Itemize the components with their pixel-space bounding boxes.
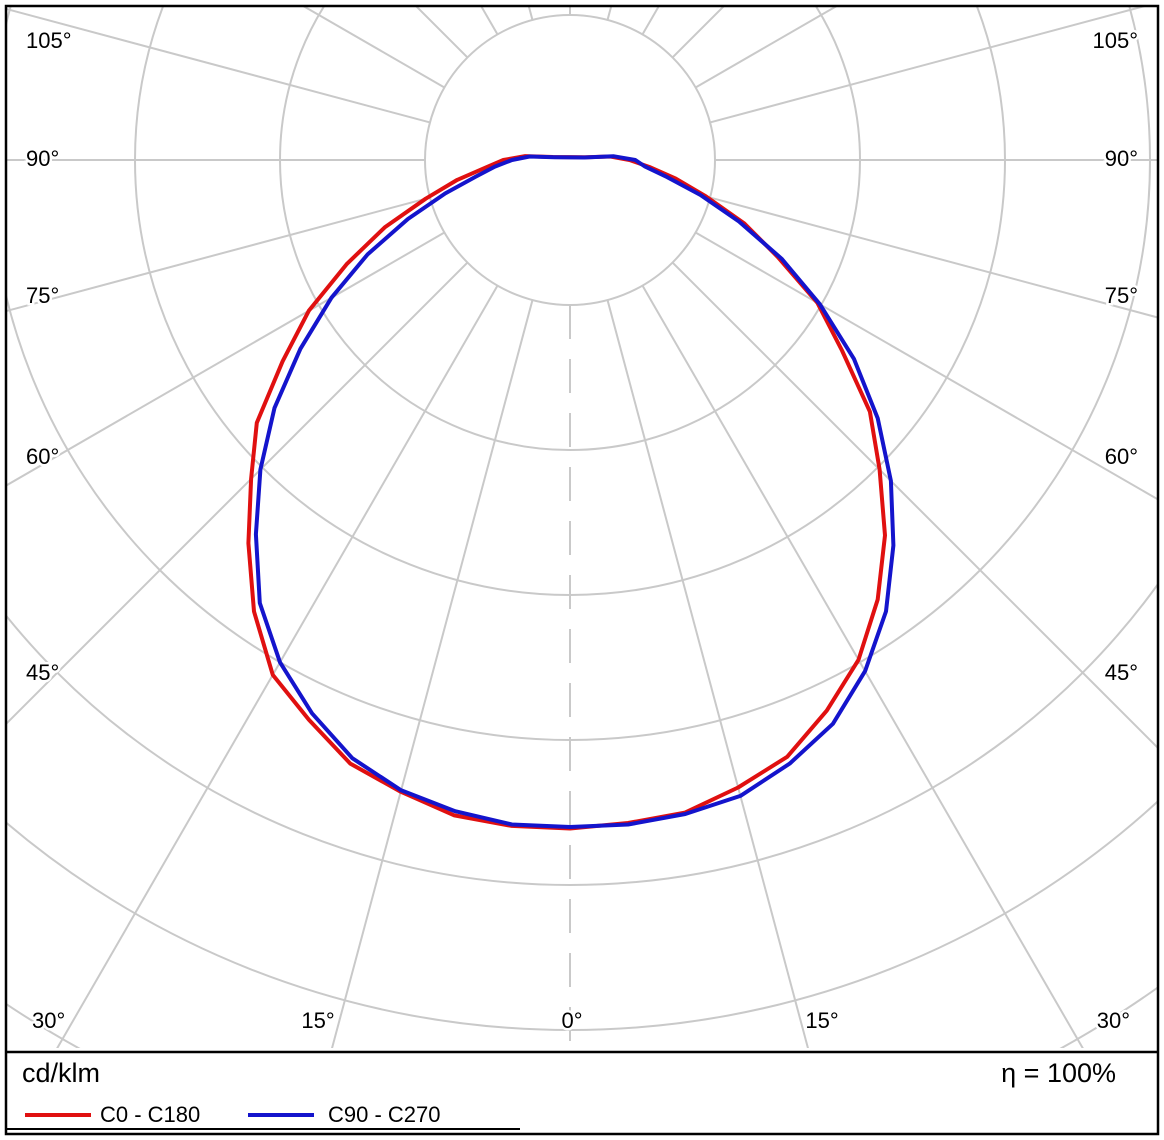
angle-label: 0° [561,1008,582,1033]
angle-label: 30° [32,1008,65,1033]
angle-label: 30° [1097,1008,1130,1033]
angle-label: 105° [1092,28,1138,53]
angle-label: 45° [1105,660,1138,685]
angle-label: 15° [301,1008,334,1033]
grid-ring [424,14,716,306]
grid-ring [134,7,1006,596]
angle-label: 60° [26,444,59,469]
grid-ray [606,299,809,1048]
angle-label: 90° [1105,146,1138,171]
grid-ray [671,261,1157,749]
grid-ray [7,231,445,487]
efficiency-label: η = 100% [1001,1058,1116,1088]
angle-label: 15° [805,1008,838,1033]
chart-border [4,4,1160,1136]
angle-label: 90° [26,146,59,171]
grid-ray [7,261,469,725]
grid-ring [7,583,1157,886]
grid-ray [527,7,534,21]
legend-label-c0-c180: C0 - C180 [100,1102,201,1127]
angle-label: 75° [26,283,59,308]
grid-ring [7,7,1151,741]
grid-ray [331,299,534,1048]
grid-ray [641,285,1084,1048]
grid-ray [695,231,1157,501]
grid-ray [671,7,725,59]
grid-ray [709,196,1157,319]
legend-label-c90-c270: C90 - C270 [328,1102,441,1127]
legend-swatch-c0-c180 [25,1113,91,1117]
angle-label: 60° [1105,444,1138,469]
angle-label: 105° [26,28,72,53]
angle-label: 75° [1105,283,1138,308]
grid-ray [606,7,613,21]
intensity-curve-C0-C180 [246,154,887,831]
units-label: cd/klm [22,1058,101,1088]
grid-ray [56,285,499,1048]
grid-ray [7,196,431,312]
legend-swatch-c90-c270 [248,1113,314,1117]
grid-ray [709,7,1145,124]
angle-label: 45° [26,660,59,685]
grid-ring [7,800,1157,1031]
intensity-curve-C90-C270 [253,154,896,829]
grid-ray [7,8,431,124]
